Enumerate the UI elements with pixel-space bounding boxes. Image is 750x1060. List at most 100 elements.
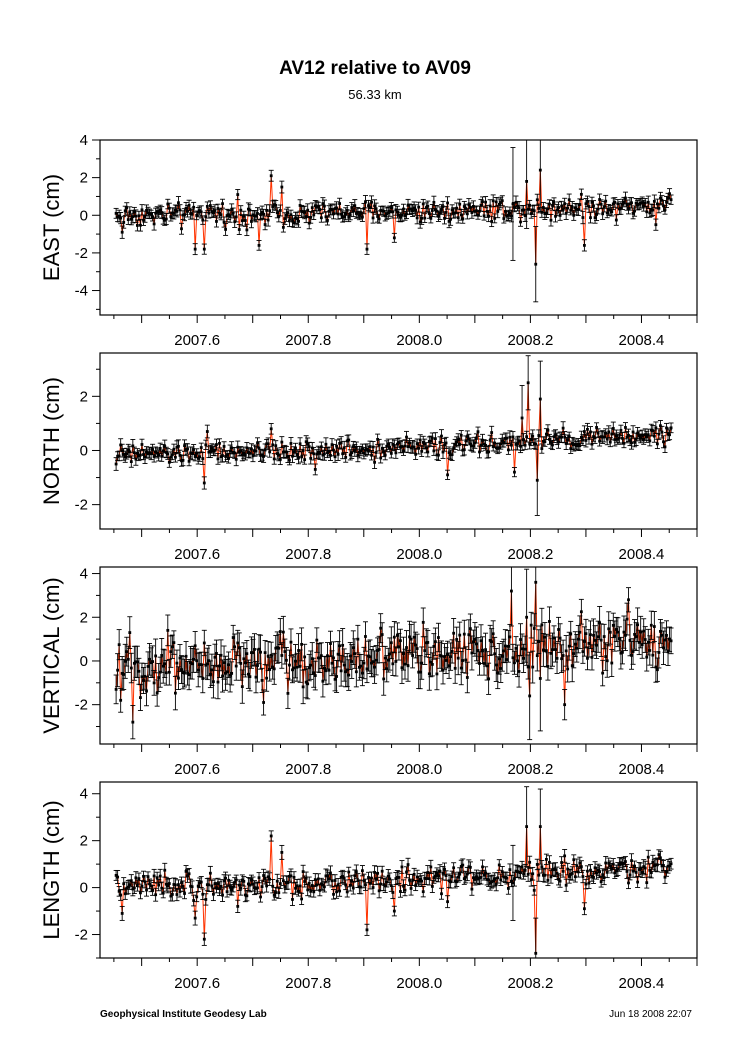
point-marker: [120, 230, 124, 234]
point-marker: [453, 666, 457, 670]
point-marker: [117, 643, 121, 647]
point-marker: [508, 211, 512, 215]
point-marker: [449, 217, 453, 221]
point-marker: [549, 218, 553, 222]
north-data-point: [376, 438, 382, 452]
point-marker: [402, 449, 405, 453]
point-marker: [163, 218, 167, 222]
point-marker: [301, 685, 305, 689]
point-marker: [356, 211, 360, 214]
east-data-point: [277, 204, 283, 217]
point-marker: [323, 204, 326, 208]
point-marker: [114, 211, 118, 215]
point-marker: [140, 675, 144, 679]
point-marker: [380, 447, 384, 450]
point-marker: [297, 219, 300, 223]
north-data-point: [438, 429, 444, 443]
point-marker: [155, 691, 159, 695]
point-marker: [242, 214, 246, 218]
point-marker: [161, 664, 165, 668]
vertical-data-point: [238, 646, 244, 681]
point-marker: [388, 209, 392, 213]
point-marker: [377, 443, 381, 447]
point-marker: [208, 204, 212, 207]
point-marker: [573, 206, 577, 210]
north-data-point: [191, 444, 197, 455]
point-marker: [628, 439, 632, 442]
point-marker: [491, 199, 495, 203]
point-marker: [319, 654, 323, 658]
point-marker: [152, 681, 156, 685]
north-data: [113, 355, 674, 516]
point-marker: [624, 426, 627, 429]
point-marker: [116, 215, 120, 219]
point-marker: [177, 444, 180, 448]
point-marker: [357, 214, 361, 217]
point-marker: [160, 654, 164, 657]
vertical-data-point: [153, 638, 159, 674]
point-marker: [146, 452, 150, 455]
point-marker: [651, 208, 655, 212]
point-marker: [348, 654, 352, 658]
east-data-point: [233, 211, 239, 223]
point-marker: [262, 701, 265, 704]
point-marker: [382, 450, 386, 454]
point-marker: [193, 455, 197, 458]
north-data-point: [432, 432, 438, 446]
point-marker: [520, 208, 524, 212]
north-data-point: [198, 442, 204, 453]
east-data-point: [381, 205, 387, 217]
point-marker: [161, 449, 165, 453]
vertical-data-point: [400, 636, 406, 671]
point-marker: [391, 442, 395, 446]
point-marker: [128, 450, 132, 454]
point-marker: [502, 217, 506, 220]
east-data-point: [223, 222, 229, 236]
point-marker: [143, 455, 147, 459]
north-axis-label: NORTH (cm): [39, 377, 64, 505]
point-marker: [485, 209, 489, 213]
point-marker: [364, 635, 367, 638]
point-marker: [129, 217, 133, 221]
point-marker: [437, 636, 440, 639]
point-marker: [280, 654, 284, 657]
vertical-data-point: [467, 613, 473, 644]
point-marker: [482, 442, 486, 446]
point-marker: [581, 438, 585, 442]
point-marker: [412, 445, 416, 449]
point-marker: [295, 453, 299, 456]
point-marker: [184, 654, 188, 658]
vertical-data-point: [248, 636, 254, 669]
point-marker: [284, 450, 288, 454]
point-marker: [175, 209, 179, 213]
point-marker: [619, 428, 623, 432]
point-marker: [599, 435, 603, 439]
point-marker: [332, 212, 335, 216]
point-marker: [260, 210, 264, 214]
point-marker: [324, 215, 328, 219]
point-marker: [125, 452, 129, 456]
point-marker: [563, 202, 567, 206]
point-marker: [444, 441, 448, 445]
x-tick-label: 2007.8: [285, 332, 331, 349]
point-marker: [180, 459, 183, 463]
point-marker: [335, 675, 338, 678]
point-marker: [215, 652, 218, 655]
vertical-data-point: [282, 638, 288, 665]
east-data-point: [220, 198, 226, 209]
point-marker: [204, 215, 208, 219]
point-marker: [137, 454, 141, 458]
point-marker: [354, 212, 358, 215]
east-data-point: [262, 218, 268, 231]
point-marker: [148, 657, 151, 661]
point-marker: [491, 445, 495, 448]
point-marker: [307, 445, 311, 449]
point-marker: [120, 671, 124, 675]
east-data-point: [499, 195, 505, 207]
point-marker: [663, 445, 667, 449]
point-marker: [660, 430, 664, 434]
north-data-point: [250, 449, 256, 463]
point-marker: [186, 209, 189, 213]
point-marker: [414, 643, 418, 647]
east-data-point: [455, 211, 461, 224]
